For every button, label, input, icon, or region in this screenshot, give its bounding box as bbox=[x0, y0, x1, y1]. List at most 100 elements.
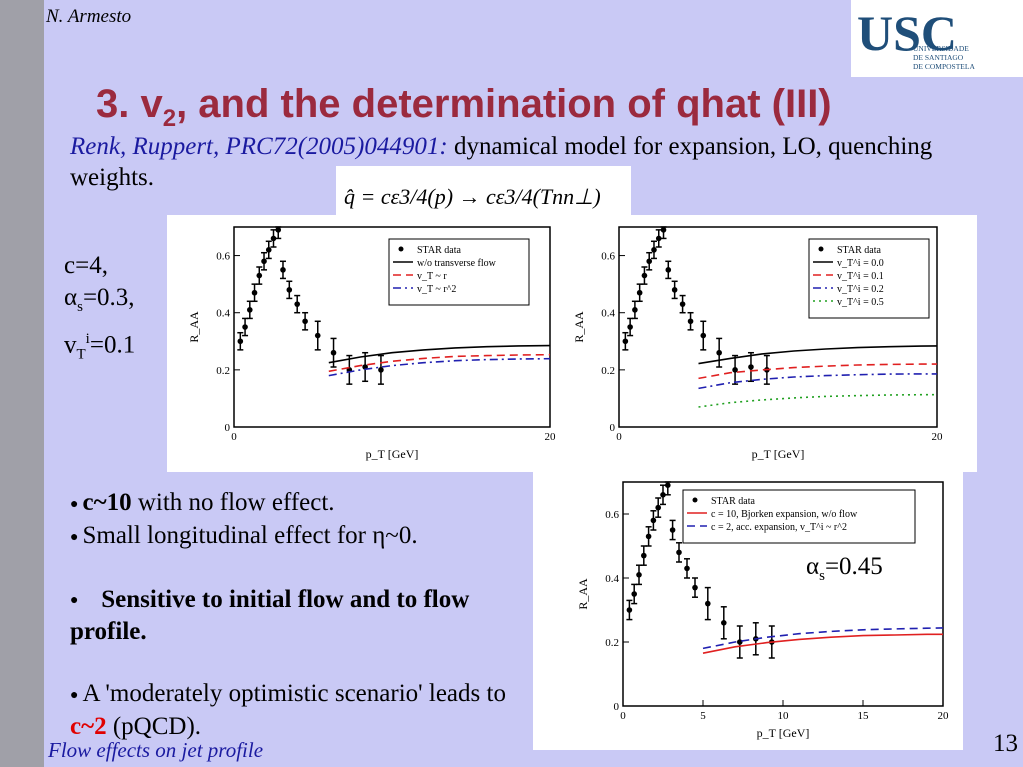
star-data-point bbox=[692, 584, 698, 591]
star-data-point bbox=[660, 492, 666, 498]
star-data-point bbox=[631, 591, 637, 597]
star-data-point bbox=[251, 289, 258, 296]
bullet-list: ● c~10 with no flow effect. ● Small longit… bbox=[70, 487, 530, 742]
bullet-2: ● Small longitudinal effect for η~0. bbox=[70, 521, 418, 549]
spacer bbox=[70, 647, 530, 678]
y-tick-label: 0 bbox=[614, 701, 620, 713]
legend-star-label: STAR data bbox=[417, 245, 461, 256]
star-data-point bbox=[716, 349, 722, 356]
title-sub: 2 bbox=[162, 105, 177, 132]
author-name: N. Armesto bbox=[46, 6, 132, 27]
series-line bbox=[698, 393, 937, 408]
logo-subtext-3: DE COMPOSTELA bbox=[913, 62, 975, 71]
footer-text: Flow effects on jet profile bbox=[48, 738, 264, 762]
legend-star-marker bbox=[692, 497, 698, 503]
star-data-point bbox=[302, 318, 308, 325]
alpha-note: αs=0.45 bbox=[806, 553, 883, 584]
x-tick-label: 10 bbox=[778, 710, 790, 722]
legend-series-label: v_T^i = 0.5 bbox=[837, 297, 884, 308]
y-axis-label: R_AA bbox=[572, 311, 586, 343]
param-c: c=4, bbox=[64, 252, 108, 279]
star-data-point bbox=[280, 267, 286, 273]
y-tick-label: 0 bbox=[225, 422, 231, 434]
bullet-3: ● Sensitive to initial flow and to flow … bbox=[70, 585, 470, 646]
x-axis-label: p_T [GeV] bbox=[366, 447, 419, 461]
star-data-point bbox=[622, 338, 629, 345]
star-data-point bbox=[632, 307, 638, 313]
y-tick-label: 0.6 bbox=[605, 509, 619, 521]
y-tick-label: 0.2 bbox=[605, 637, 619, 649]
series-line bbox=[698, 345, 938, 365]
x-tick-label: 15 bbox=[858, 710, 870, 722]
bullet-4: ● A 'moderately optimistic scenario' lead… bbox=[70, 680, 506, 741]
star-data-point bbox=[626, 607, 633, 613]
star-data-point bbox=[265, 247, 272, 253]
y-axis-label: R_AA bbox=[187, 311, 201, 343]
x-tick-label: 0 bbox=[620, 710, 626, 722]
param-alpha: αs=0.3, bbox=[64, 284, 135, 315]
star-data-point bbox=[641, 272, 648, 279]
logo-text: USC bbox=[857, 5, 957, 61]
formula-text: q̂ = cε3/4(p) → cε3/4(Tnn⊥) bbox=[344, 184, 601, 209]
star-data-point bbox=[669, 527, 676, 533]
x-tick-label: 5 bbox=[700, 710, 706, 722]
legend-series-label: v_T^i = 0.0 bbox=[837, 258, 884, 269]
y-tick-label: 0.4 bbox=[605, 573, 619, 585]
star-data-point bbox=[687, 318, 694, 325]
formula-box: q̂ = cε3/4(p) → cε3/4(Tnn⊥) bbox=[336, 166, 631, 222]
page-number: 13 bbox=[993, 730, 1018, 757]
legend-series-label: c = 10, Bjorken expansion, w/o flow bbox=[711, 509, 858, 520]
star-data-point bbox=[665, 482, 671, 488]
y-tick-label: 0.4 bbox=[601, 308, 615, 320]
legend-series-label: w/o transverse flow bbox=[417, 258, 497, 269]
star-data-point bbox=[665, 267, 672, 273]
star-data-point bbox=[261, 258, 267, 265]
star-data-point bbox=[286, 287, 293, 293]
title-pre: 3. v bbox=[96, 82, 163, 126]
star-data-point bbox=[732, 367, 738, 373]
star-data-point bbox=[378, 367, 384, 373]
star-data-point bbox=[651, 247, 657, 253]
star-data-point bbox=[676, 549, 682, 556]
star-data-point bbox=[294, 301, 300, 307]
star-data-point bbox=[256, 272, 263, 279]
y-tick-label: 0.4 bbox=[216, 308, 230, 320]
star-data-point bbox=[275, 227, 282, 233]
reference-line: Renk, Ruppert, PRC72(2005)044901: dynami… bbox=[70, 131, 1020, 193]
star-data-point bbox=[705, 600, 711, 607]
series-line bbox=[328, 353, 551, 373]
legend-star-label: STAR data bbox=[837, 245, 881, 256]
star-data-point bbox=[748, 364, 754, 370]
chart-right: 0 0.2 0.4 0.6 0 20 p_T [GeV] R_AA STAR data v_T^i… bbox=[572, 226, 944, 461]
star-data-point bbox=[641, 552, 647, 559]
legend-box bbox=[808, 238, 930, 319]
series-line bbox=[698, 373, 937, 390]
series-line bbox=[698, 363, 937, 380]
logo-subtext-1: UNIVERSIDADE bbox=[913, 44, 969, 53]
series-line bbox=[702, 627, 944, 650]
citation: Renk, Ruppert, PRC72(2005)044901: bbox=[70, 133, 448, 160]
chart-left: 0 0.2 0.4 0.6 0 20 p_T [GeV] R_AA STAR data w/o t… bbox=[187, 226, 556, 461]
star-data-point bbox=[237, 338, 244, 345]
x-tick-label: 20 bbox=[932, 431, 944, 443]
x-tick-label: 20 bbox=[938, 710, 950, 722]
star-data-point bbox=[636, 289, 643, 296]
side-strip bbox=[0, 0, 44, 767]
star-data-point bbox=[646, 258, 653, 265]
legend-series-label: v_T^i = 0.2 bbox=[837, 284, 884, 295]
legend-box bbox=[388, 238, 530, 306]
figure-top: 0 0.2 0.4 0.6 0 20 p_T [GeV] R_AA STAR data w/o t… bbox=[167, 215, 977, 472]
legend-series-label: v_T ~ r bbox=[417, 271, 447, 282]
star-data-point bbox=[684, 565, 690, 572]
star-data-point bbox=[242, 324, 248, 330]
star-data-point bbox=[330, 349, 337, 356]
star-data-point bbox=[700, 332, 707, 339]
series-line bbox=[328, 357, 551, 377]
star-data-point bbox=[679, 301, 686, 307]
y-axis-label: R_AA bbox=[576, 578, 590, 610]
usc-logo: USC UNIVERSIDADE DE SANTIAGO DE COMPOSTE… bbox=[851, 0, 1023, 77]
star-data-point bbox=[660, 227, 667, 233]
parameters: c=4, αs=0.3, vTi=0.1 bbox=[64, 250, 135, 370]
y-tick-label: 0 bbox=[610, 422, 616, 434]
legend-box bbox=[682, 489, 916, 544]
